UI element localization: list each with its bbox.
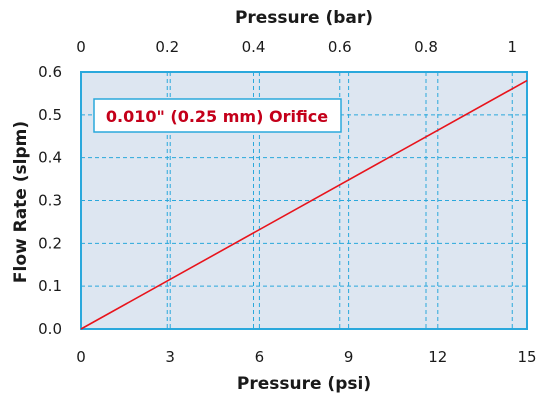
top-tick-label: 0.2 (155, 38, 179, 56)
top-tick-label: 0.6 (328, 38, 352, 56)
series-group (80, 79, 528, 330)
y-tick-label: 0.1 (38, 277, 62, 295)
top-axis-title: Pressure (bar) (235, 8, 373, 28)
x-tick-label: 0 (76, 348, 86, 366)
top-tick-label: 0.4 (242, 38, 266, 56)
y-tick-label: 0.2 (38, 234, 62, 252)
y-axis-title: Flow Rate (slpm) (11, 121, 31, 283)
x-tick-label: 15 (517, 348, 536, 366)
tick-labels: 0 3 6 9 12 15 0.0 0.1 0.2 0.3 0.4 0.5 0.6 0 0.2 0.4 0.6 0… (38, 38, 536, 366)
annotation-box: 0.010" (0.25 mm) Orifice (93, 98, 342, 133)
x-axis-title: Pressure (psi) (237, 374, 371, 394)
y-tick-label: 0.5 (38, 106, 62, 124)
x-tick-label: 3 (165, 348, 175, 366)
x-tick-label: 6 (255, 348, 265, 366)
top-tick-label: 0 (76, 38, 86, 56)
top-tick-label: 1 (507, 38, 517, 56)
x-tick-label: 9 (344, 348, 354, 366)
plot-frame (80, 71, 528, 330)
y-tick-label: 0.0 (38, 320, 62, 338)
y-tick-label: 0.3 (38, 192, 62, 210)
series-line (80, 79, 528, 330)
x-tick-label: 12 (428, 348, 447, 366)
top-tick-label: 0.8 (414, 38, 438, 56)
y-tick-label: 0.6 (38, 63, 62, 81)
annotation-label: 0.010" (0.25 mm) Orifice (106, 107, 328, 126)
y-tick-label: 0.4 (38, 149, 62, 167)
